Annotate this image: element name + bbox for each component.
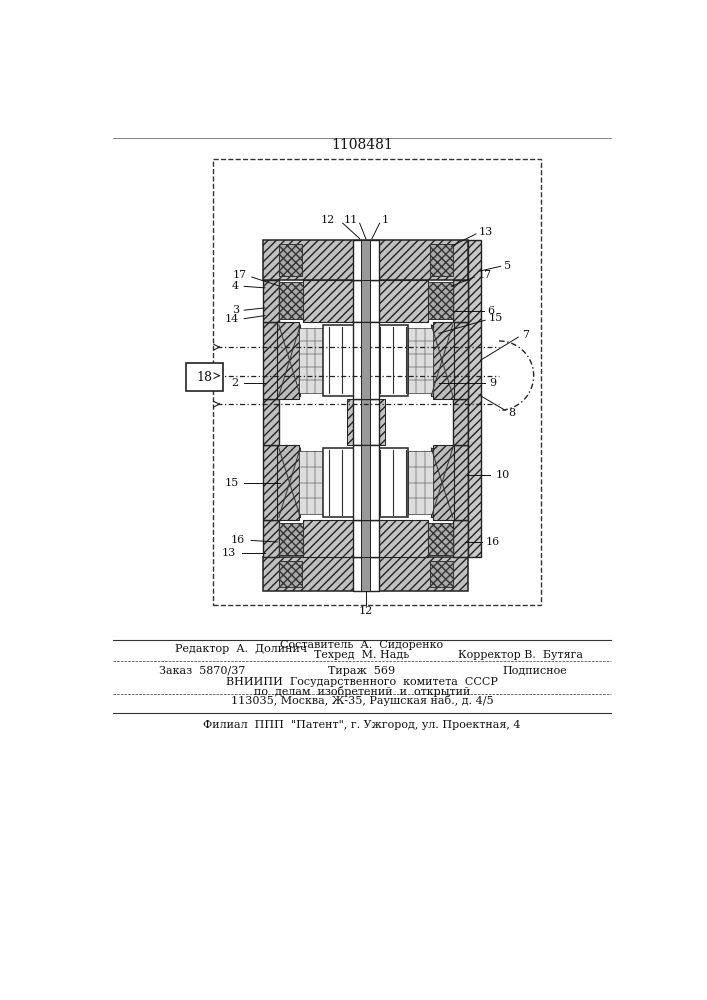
Polygon shape: [353, 322, 379, 399]
Polygon shape: [353, 520, 379, 557]
Polygon shape: [361, 557, 370, 591]
Polygon shape: [361, 445, 370, 520]
Text: 5: 5: [503, 261, 510, 271]
Text: 12: 12: [358, 606, 373, 616]
Polygon shape: [408, 328, 433, 393]
Polygon shape: [408, 451, 433, 514]
Polygon shape: [361, 322, 370, 399]
Polygon shape: [433, 322, 455, 399]
Polygon shape: [431, 325, 452, 396]
Polygon shape: [361, 520, 370, 557]
Polygon shape: [264, 280, 279, 322]
Polygon shape: [279, 523, 303, 555]
Text: 13: 13: [221, 548, 235, 558]
Text: Заказ  5870/37: Заказ 5870/37: [160, 666, 246, 676]
Polygon shape: [279, 325, 300, 396]
Polygon shape: [428, 523, 452, 555]
Text: Подписное: Подписное: [503, 666, 568, 676]
Polygon shape: [430, 244, 452, 276]
Text: 7: 7: [522, 330, 529, 340]
Polygon shape: [324, 325, 408, 396]
Text: 4: 4: [232, 281, 239, 291]
Polygon shape: [279, 448, 300, 517]
Polygon shape: [303, 520, 428, 557]
Polygon shape: [279, 561, 302, 587]
Text: 3: 3: [232, 305, 239, 315]
Text: Филиал  ППП  "Патент", г. Ужгород, ул. Проектная, 4: Филиал ППП "Патент", г. Ужгород, ул. Про…: [203, 720, 520, 730]
Polygon shape: [264, 557, 468, 591]
Text: 17: 17: [477, 270, 491, 280]
Text: 15: 15: [225, 478, 239, 488]
Text: 15: 15: [489, 313, 503, 323]
Polygon shape: [353, 445, 379, 520]
Polygon shape: [433, 445, 455, 520]
Text: 17: 17: [233, 270, 247, 280]
Polygon shape: [353, 280, 379, 322]
Text: 10: 10: [495, 470, 510, 480]
Text: 11: 11: [344, 215, 358, 225]
Polygon shape: [187, 363, 223, 391]
Text: Тираж  569: Тираж 569: [328, 666, 395, 676]
Polygon shape: [353, 557, 379, 591]
Polygon shape: [431, 448, 452, 517]
Text: 2: 2: [232, 378, 239, 388]
Polygon shape: [324, 448, 408, 517]
Polygon shape: [264, 399, 279, 445]
Polygon shape: [277, 445, 299, 520]
Polygon shape: [264, 520, 279, 557]
Text: 12: 12: [321, 215, 335, 225]
Text: 9: 9: [489, 378, 496, 388]
Polygon shape: [361, 399, 370, 445]
Text: ВНИИПИ  Государственного  комитета  СССР: ВНИИПИ Государственного комитета СССР: [226, 677, 498, 687]
Polygon shape: [264, 240, 468, 280]
Polygon shape: [264, 445, 279, 520]
Polygon shape: [299, 451, 324, 514]
Text: Редактор  А.  Долинич: Редактор А. Долинич: [175, 644, 307, 654]
Text: Техред  М. Надь: Техред М. Надь: [315, 650, 409, 660]
Polygon shape: [279, 282, 303, 319]
Polygon shape: [279, 244, 302, 276]
Text: 6: 6: [487, 306, 495, 316]
Text: 16: 16: [485, 537, 499, 547]
Polygon shape: [430, 561, 452, 587]
Text: Корректор В.  Бутяга: Корректор В. Бутяга: [458, 650, 583, 660]
Polygon shape: [264, 322, 279, 399]
Text: 18: 18: [197, 371, 213, 384]
Text: 8: 8: [508, 408, 515, 418]
Text: 1108481: 1108481: [331, 138, 393, 152]
Polygon shape: [353, 240, 379, 280]
Polygon shape: [299, 328, 324, 393]
Polygon shape: [303, 280, 428, 322]
Polygon shape: [452, 399, 468, 445]
Text: 16: 16: [230, 535, 245, 545]
Text: Составитель  А.  Сидоренко: Составитель А. Сидоренко: [281, 640, 443, 650]
Polygon shape: [353, 399, 379, 445]
Polygon shape: [452, 280, 468, 322]
Polygon shape: [346, 399, 353, 445]
Text: по  делам  изобретений  и  открытий: по делам изобретений и открытий: [254, 686, 470, 697]
Text: 113035, Москва, Ж-35, Раушская наб., д. 4/5: 113035, Москва, Ж-35, Раушская наб., д. …: [230, 695, 493, 706]
Polygon shape: [361, 280, 370, 322]
Text: 13: 13: [479, 227, 493, 237]
Polygon shape: [452, 322, 468, 399]
Polygon shape: [379, 399, 385, 445]
Text: 14: 14: [225, 314, 239, 324]
Polygon shape: [361, 240, 370, 280]
Polygon shape: [468, 240, 481, 557]
Polygon shape: [277, 322, 299, 399]
Polygon shape: [452, 520, 468, 557]
Polygon shape: [452, 445, 468, 520]
Text: 1: 1: [381, 215, 388, 225]
Polygon shape: [428, 282, 452, 319]
